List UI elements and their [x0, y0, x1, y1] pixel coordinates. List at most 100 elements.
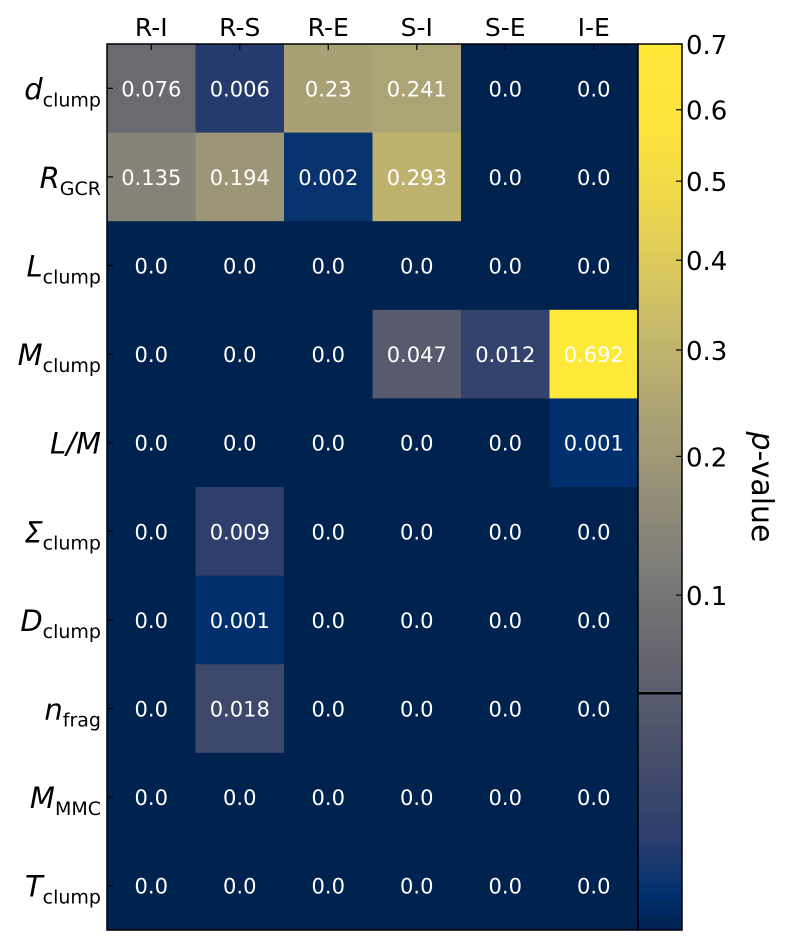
cell-value-label: 0.047	[387, 343, 447, 367]
colorbar-segment	[638, 590, 682, 599]
heatmap-cell	[107, 841, 197, 931]
heatmap-cell	[107, 309, 197, 399]
cell-value-label: 0.692	[564, 343, 624, 367]
colorbar-segment	[638, 243, 682, 252]
column-label: R-S	[219, 13, 260, 42]
colorbar-segment	[638, 398, 682, 407]
colorbar-segment	[638, 287, 682, 296]
colorbar-segment	[638, 339, 682, 348]
heatmap-cell	[372, 841, 462, 931]
colorbar-segment	[638, 863, 682, 872]
colorbar-segment	[638, 538, 682, 547]
heatmap-cell	[195, 132, 285, 222]
colorbar-segment	[638, 605, 682, 614]
colorbar-segment	[638, 442, 682, 451]
colorbar-segment	[638, 907, 682, 916]
colorbar-segment	[638, 546, 682, 555]
heatmap-cell	[284, 487, 374, 577]
column-label: S-E	[485, 13, 526, 42]
colorbar-segment	[638, 619, 682, 628]
colorbar-segment	[638, 368, 682, 377]
cell-value-label: 0.0	[223, 432, 256, 456]
colorbar-segment	[638, 324, 682, 333]
cell-value-label: 0.0	[577, 698, 610, 722]
colorbar-segment	[638, 826, 682, 835]
colorbar-segment	[638, 51, 682, 60]
colorbar-segment	[638, 95, 682, 104]
colorbar-segment	[638, 701, 682, 710]
heatmap-cell	[372, 132, 462, 222]
colorbar-segment	[638, 295, 682, 304]
colorbar-segment	[638, 900, 682, 909]
cell-value-label: 0.0	[135, 875, 168, 899]
colorbar-segment	[638, 811, 682, 820]
cell-value-label: 0.0	[135, 786, 168, 810]
cell-value-label: 0.241	[387, 77, 447, 101]
colorbar-segment	[638, 671, 682, 680]
colorbar-segment	[638, 346, 682, 355]
cell-value-label: 0.0	[489, 166, 522, 190]
heatmap-cell	[107, 487, 197, 577]
cell-value-label: 0.0	[223, 786, 256, 810]
heatmap-cell	[284, 44, 374, 134]
colorbar-segment	[638, 531, 682, 540]
heatmap-cell	[107, 575, 197, 665]
cell-value-label: 0.0	[577, 875, 610, 899]
colorbar-segment	[638, 331, 682, 340]
cell-value-label: 0.0	[223, 875, 256, 899]
cell-value-label: 0.0	[489, 609, 522, 633]
heatmap-cell	[372, 575, 462, 665]
row-label: Mclump	[18, 338, 101, 377]
colorbar-segment	[638, 184, 682, 193]
cell-value-label: 0.0	[400, 432, 433, 456]
colorbar-segment	[638, 191, 682, 200]
heatmap-cell	[461, 309, 551, 399]
colorbar-segment	[638, 405, 682, 414]
colorbar-segment	[638, 413, 682, 422]
colorbar-segment	[638, 582, 682, 591]
cell-value-label: 0.0	[312, 520, 345, 544]
heatmap-cell	[549, 752, 639, 842]
colorbar-segment	[638, 235, 682, 244]
colorbar-segment	[638, 797, 682, 806]
colorbar-segment	[638, 693, 682, 702]
colorbar-segment	[638, 383, 682, 392]
colorbar-segment	[638, 376, 682, 385]
cell-value-label: 0.0	[312, 432, 345, 456]
colorbar-segment	[638, 848, 682, 857]
heatmap-cell	[195, 398, 285, 488]
colorbar-segment	[638, 678, 682, 687]
colorbar-segment	[638, 213, 682, 222]
colorbar-segment	[638, 789, 682, 798]
colorbar-segment	[638, 139, 682, 148]
colorbar-segment	[638, 361, 682, 370]
heatmap-cell	[461, 398, 551, 488]
heatmap-cell	[461, 221, 551, 311]
cell-value-label: 0.0	[400, 520, 433, 544]
row-labels: dclump RGCR Lclump Mclump L/M Σclump Dclump nfr…	[18, 72, 113, 909]
cell-value-label: 0.076	[121, 77, 181, 101]
colorbar-segment	[638, 206, 682, 215]
colorbar: 0.1 0.2 0.3 0.4 0.5 0.6 0.7	[637, 31, 727, 931]
colorbar-tick-label: 0.6	[686, 97, 727, 127]
colorbar-segment	[638, 280, 682, 289]
colorbar-tick-label: 0.7	[686, 31, 727, 61]
colorbar-segment	[638, 597, 682, 606]
colorbar-tick-label: 0.4	[686, 247, 727, 277]
colorbar-segment	[638, 154, 682, 163]
column-label: I-E	[578, 13, 610, 42]
colorbar-segment	[638, 715, 682, 724]
colorbar-label: p-value	[744, 430, 779, 542]
cell-value-label: 0.012	[475, 343, 535, 367]
cell-value-label: 0.006	[210, 77, 270, 101]
colorbar-segment	[638, 730, 682, 739]
cell-value-label: 0.009	[210, 520, 270, 544]
heatmap-cell	[461, 44, 551, 134]
colorbar-segment	[638, 782, 682, 791]
colorbar-segment	[638, 494, 682, 503]
heatmap-cell	[284, 841, 374, 931]
cell-value-label: 0.293	[387, 166, 447, 190]
heatmap-cell	[549, 664, 639, 754]
cell-value-label: 0.0	[312, 698, 345, 722]
colorbar-segment	[638, 457, 682, 466]
